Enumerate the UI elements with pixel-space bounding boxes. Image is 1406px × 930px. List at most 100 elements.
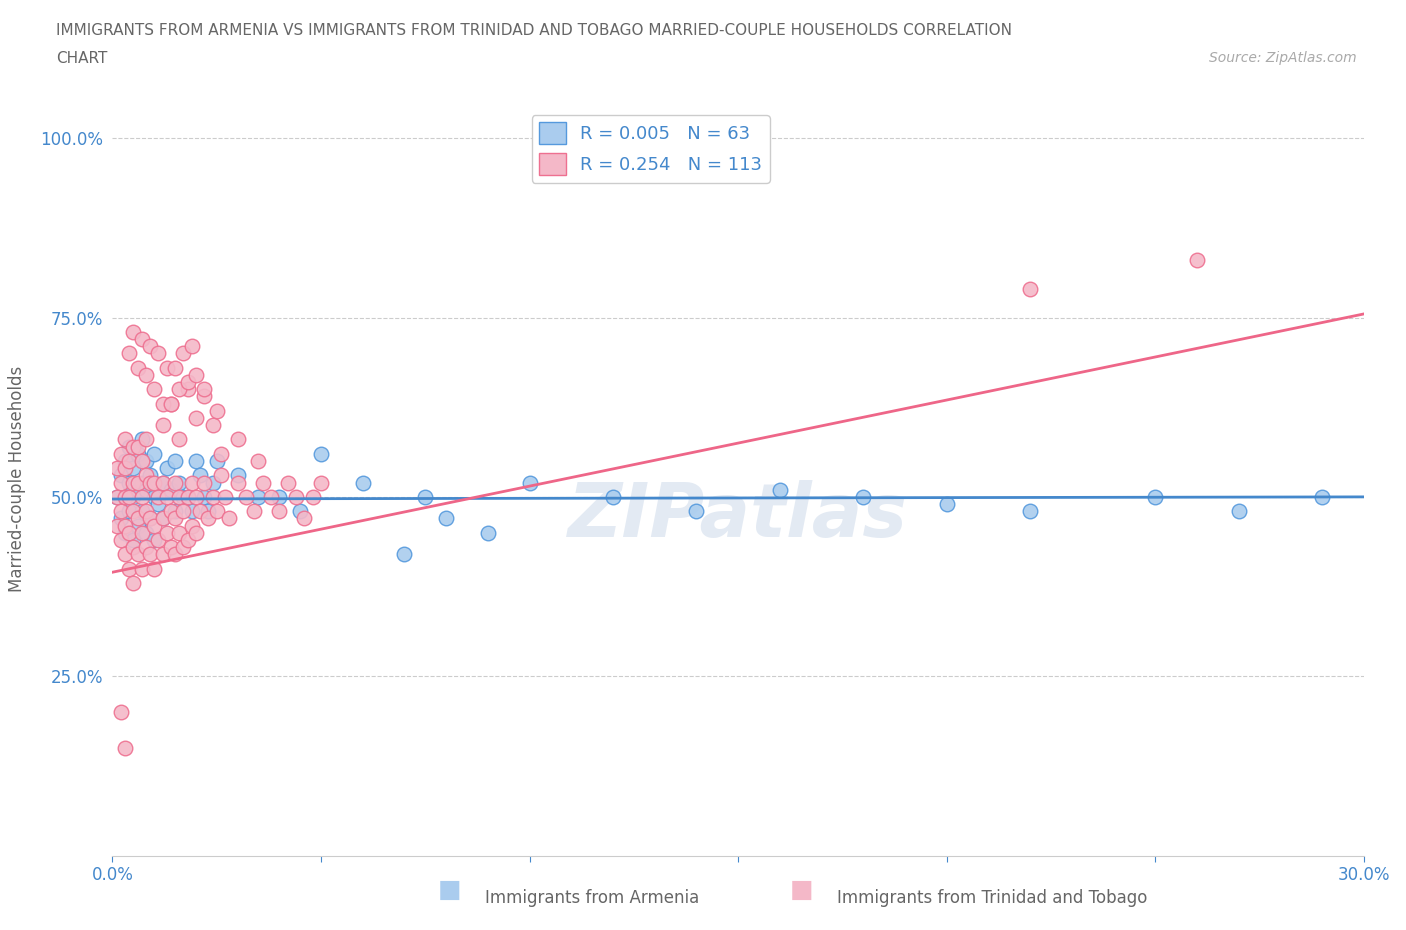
Point [118, 475, 141, 490]
Point [143, 382, 166, 397]
Point [135, 525, 157, 540]
Point [180, 518, 202, 533]
Point [235, 489, 257, 504]
Point [131, 489, 153, 504]
Y-axis label: Married-couple Households: Married-couple Households [8, 365, 25, 592]
Point [226, 468, 249, 483]
Point [152, 511, 174, 525]
Point [292, 511, 315, 525]
Point [143, 446, 166, 461]
Text: ZIPatlas: ZIPatlas [568, 480, 908, 553]
Point [301, 489, 323, 504]
Point [105, 489, 128, 504]
Point [110, 705, 132, 720]
Point [156, 525, 179, 540]
Point [114, 489, 136, 504]
Point [114, 489, 136, 504]
Point [309, 475, 332, 490]
Point [260, 489, 283, 504]
Point [180, 339, 202, 353]
Point [160, 539, 183, 554]
Point [122, 325, 145, 339]
Point [184, 489, 207, 504]
Point [152, 547, 174, 562]
Point [148, 533, 170, 548]
Point [160, 396, 183, 411]
Point [105, 518, 128, 533]
Point [226, 475, 249, 490]
Point [290, 504, 312, 519]
Point [184, 410, 207, 425]
Point [114, 525, 136, 540]
Point [277, 475, 299, 490]
Point [118, 504, 141, 519]
Point [127, 475, 149, 490]
Point [143, 561, 166, 576]
Point [139, 511, 162, 525]
Point [148, 489, 170, 504]
Point [167, 475, 190, 490]
Point [118, 561, 141, 576]
Point [114, 454, 136, 469]
Point [152, 511, 174, 525]
Text: CHART: CHART [56, 51, 108, 66]
Text: IMMIGRANTS FROM ARMENIA VS IMMIGRANTS FROM TRINIDAD AND TOBAGO MARRIED-COUPLE HO: IMMIGRANTS FROM ARMENIA VS IMMIGRANTS FR… [56, 23, 1012, 38]
Text: ■: ■ [439, 878, 461, 902]
Point [184, 525, 207, 540]
Point [139, 511, 162, 525]
Point [309, 446, 332, 461]
Point [135, 432, 157, 447]
Point [1019, 282, 1042, 297]
Point [176, 382, 198, 397]
Point [148, 497, 170, 512]
Point [197, 504, 219, 519]
Point [188, 468, 211, 483]
Point [269, 489, 291, 504]
Point [180, 504, 202, 519]
Point [105, 460, 128, 475]
Point [1144, 489, 1167, 504]
Point [135, 504, 157, 519]
Point [139, 339, 162, 353]
Point [139, 547, 162, 562]
Point [131, 432, 153, 447]
Point [172, 489, 194, 504]
Point [127, 360, 149, 375]
Point [110, 475, 132, 490]
Point [127, 518, 149, 533]
Point [114, 432, 136, 447]
Point [118, 346, 141, 361]
Point [160, 483, 183, 498]
Point [110, 511, 132, 525]
Point [1185, 253, 1208, 268]
Point [122, 504, 145, 519]
Point [114, 547, 136, 562]
Point [127, 483, 149, 498]
Point [163, 475, 186, 490]
Point [193, 489, 215, 504]
Point [135, 468, 157, 483]
Point [163, 454, 186, 469]
Point [1227, 504, 1250, 519]
Text: Immigrants from Armenia: Immigrants from Armenia [485, 889, 699, 907]
Point [131, 504, 153, 519]
Point [122, 533, 145, 548]
Point [143, 518, 166, 533]
Point [163, 504, 186, 519]
Point [209, 446, 232, 461]
Point [143, 489, 166, 504]
Point [269, 504, 291, 519]
Point [156, 489, 179, 504]
Point [122, 489, 145, 504]
Point [184, 454, 207, 469]
Point [105, 489, 128, 504]
Point [131, 332, 153, 347]
Point [214, 489, 236, 504]
Point [135, 539, 157, 554]
Point [519, 475, 541, 490]
Point [252, 475, 274, 490]
Point [205, 404, 228, 418]
Point [1310, 489, 1333, 504]
Point [188, 504, 211, 519]
Point [193, 382, 215, 397]
